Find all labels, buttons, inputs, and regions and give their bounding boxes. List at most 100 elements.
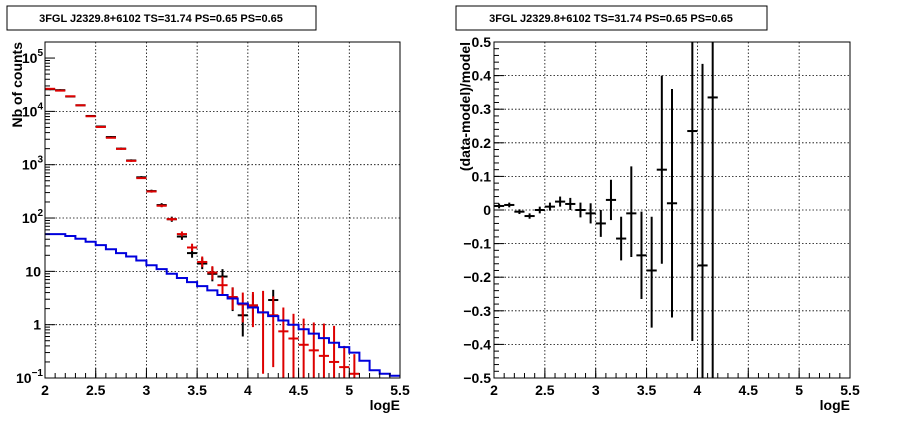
residuals-y-tick-label: 0.1 [472, 168, 492, 184]
residuals-title-box [455, 5, 768, 31]
counts-model-point [329, 325, 340, 378]
residuals-data-point [504, 202, 515, 208]
counts-model-point [55, 89, 66, 92]
counts-model-point [75, 104, 86, 107]
counts-y-tick-label: 10 [25, 263, 41, 279]
residuals-data-point [697, 63, 708, 378]
counts-model-point [136, 177, 147, 180]
counts-title-box [6, 5, 317, 31]
residuals-x-tick-label: 4 [694, 382, 702, 398]
counts-x-tick-label: 2 [41, 382, 49, 398]
counts-x-tick-label: 2.5 [86, 382, 106, 398]
residuals-data-point [656, 75, 667, 264]
counts-model-point [247, 291, 258, 328]
residuals-gridlines [494, 42, 850, 378]
residuals-data-point [534, 206, 545, 214]
counts-x-axis-title: logE [370, 397, 400, 413]
counts-x-tick-label: 4.5 [289, 382, 309, 398]
residuals-data-point [605, 179, 617, 221]
counts-model-point [116, 147, 127, 150]
counts-x-tick-label: 3 [143, 382, 151, 398]
residuals-y-tick-label: 0.4 [472, 68, 492, 84]
counts-y-tick-label: 105 [22, 48, 44, 66]
residuals-x-tick-label: 5.5 [840, 382, 860, 398]
counts-model-point [258, 290, 269, 374]
residuals-x-tick-label: 3.5 [637, 382, 657, 398]
residuals-data-point [707, 42, 718, 378]
residuals-x-tick-label: 2 [490, 382, 498, 398]
counts-x-tick-label: 5.5 [390, 382, 410, 398]
residuals-y-tick-label: −0.5 [463, 370, 491, 386]
counts-y-axis-title: Nb of counts [9, 42, 25, 128]
residuals-data-point [565, 197, 576, 210]
counts-model-point [207, 266, 218, 280]
counts-y-tick-labels: 10−1 1 10 102 103 104 105 [16, 48, 43, 386]
residuals-y-tick-label: 0.3 [472, 101, 492, 117]
counts-model-point [268, 296, 279, 368]
counts-model-point [65, 95, 76, 98]
residuals-y-axis-title: (data-model)/model [457, 42, 473, 171]
residuals-panel: 3FGL J2329.8+6102 TS=31.74 PS=0.65 PS=0.… [455, 5, 860, 413]
residuals-x-tick-label: 3 [592, 382, 600, 398]
counts-y-tick-label: 103 [22, 155, 44, 173]
residuals-data-point [575, 202, 586, 218]
counts-x-tick-label: 5 [345, 382, 353, 398]
residuals-title: 3FGL J2329.8+6102 TS=31.74 PS=0.65 PS=0.… [489, 13, 733, 25]
counts-model-point [105, 136, 116, 139]
counts-model-point [237, 292, 248, 323]
residuals-data-point [666, 89, 678, 318]
residuals-data-point [544, 202, 556, 211]
residuals-data-point [514, 209, 525, 215]
residuals-x-tick-labels: 2 2.5 3 3.5 4 4.5 5 5.5 [490, 382, 860, 398]
residuals-y-tick-label: 0.2 [472, 135, 492, 151]
counts-title: 3FGL J2329.8+6102 TS=31.74 PS=0.65 PS=0.… [39, 13, 283, 25]
counts-model-point [278, 307, 289, 378]
residuals-x-tick-label: 5 [795, 382, 803, 398]
residuals-x-tick-label: 2.5 [535, 382, 555, 398]
residuals-y-tick-labels: −0.5 −0.4 −0.3 −0.2 −0.1 0 0.1 0.2 0.3 0.4 0.5 [463, 34, 491, 386]
counts-gridlines [45, 42, 400, 378]
residuals-y-tick-label: 0.5 [472, 34, 492, 50]
residuals-ticks [493, 41, 851, 379]
counts-model-point [176, 231, 187, 237]
counts-marks [45, 87, 400, 378]
counts-model-point [156, 204, 167, 208]
counts-x-tick-label: 4 [244, 382, 252, 398]
residuals-data-point [687, 42, 698, 342]
residuals-data-point [646, 216, 657, 328]
counts-model-line [45, 233, 400, 377]
counts-model-point [187, 243, 198, 252]
residuals-x-axis-title: logE [820, 397, 850, 413]
counts-model-point [308, 322, 319, 378]
counts-ticks [44, 41, 401, 379]
counts-x-tick-labels: 2 2.5 3 3.5 4 4.5 5 5.5 [41, 382, 410, 398]
counts-model-point [146, 190, 157, 193]
counts-model-point [339, 345, 350, 378]
counts-model-point [197, 256, 208, 268]
residuals-y-tick-label: −0.4 [463, 336, 491, 352]
counts-x-tick-label: 3.5 [187, 382, 207, 398]
counts-model-point [288, 313, 299, 378]
counts-model-point [298, 318, 309, 378]
counts-panel: 3FGL J2329.8+6102 TS=31.74 PS=0.65 PS=0.… [6, 5, 410, 413]
residuals-marks [494, 42, 718, 378]
counts-y-tick-label: 1 [33, 317, 41, 333]
residuals-y-tick-label: −0.1 [463, 236, 491, 252]
counts-model-point [217, 276, 228, 296]
residuals-y-tick-label: −0.2 [463, 269, 491, 285]
counts-model-point [95, 125, 106, 128]
counts-model-point [45, 87, 56, 90]
residuals-data-point [595, 210, 606, 237]
counts-model-point [166, 217, 177, 221]
counts-model-point [318, 323, 329, 378]
residuals-x-tick-label: 4.5 [739, 382, 759, 398]
counts-y-tick-label: 102 [22, 208, 44, 226]
residuals-y-tick-label: −0.3 [463, 303, 491, 319]
counts-model-point [126, 159, 137, 162]
counts-model-point [85, 115, 96, 118]
counts-y-tick-label: 10−1 [16, 368, 43, 386]
residuals-data-point [524, 213, 535, 219]
residuals-data-point [555, 196, 566, 207]
residuals-data-point [616, 216, 627, 261]
